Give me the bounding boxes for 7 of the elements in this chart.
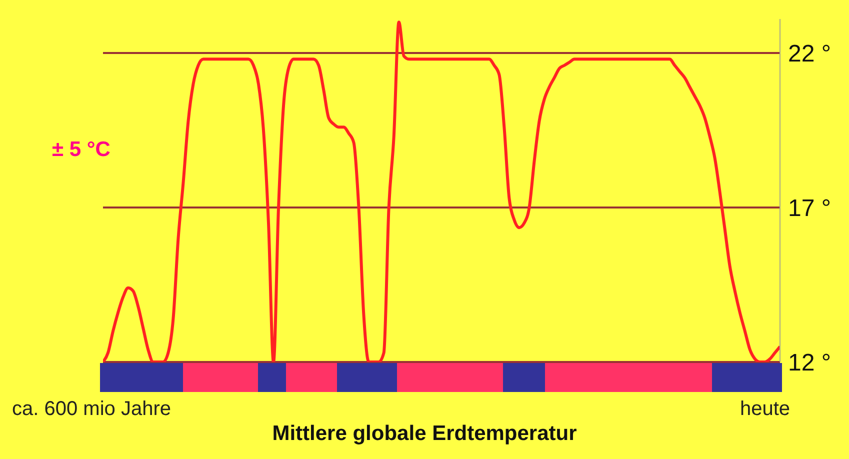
text: ca. 600 mio Jahre [12, 398, 171, 421]
annotation: ± 5 °C [52, 138, 110, 162]
y-tick-label: 17 ° [788, 195, 831, 222]
text: heute [740, 398, 790, 421]
text: Mittlere globale Erdtemperatur [271, 422, 578, 446]
y-tick-label: 22 ° [788, 40, 831, 68]
y-tick-label: 12 ° [788, 350, 831, 377]
